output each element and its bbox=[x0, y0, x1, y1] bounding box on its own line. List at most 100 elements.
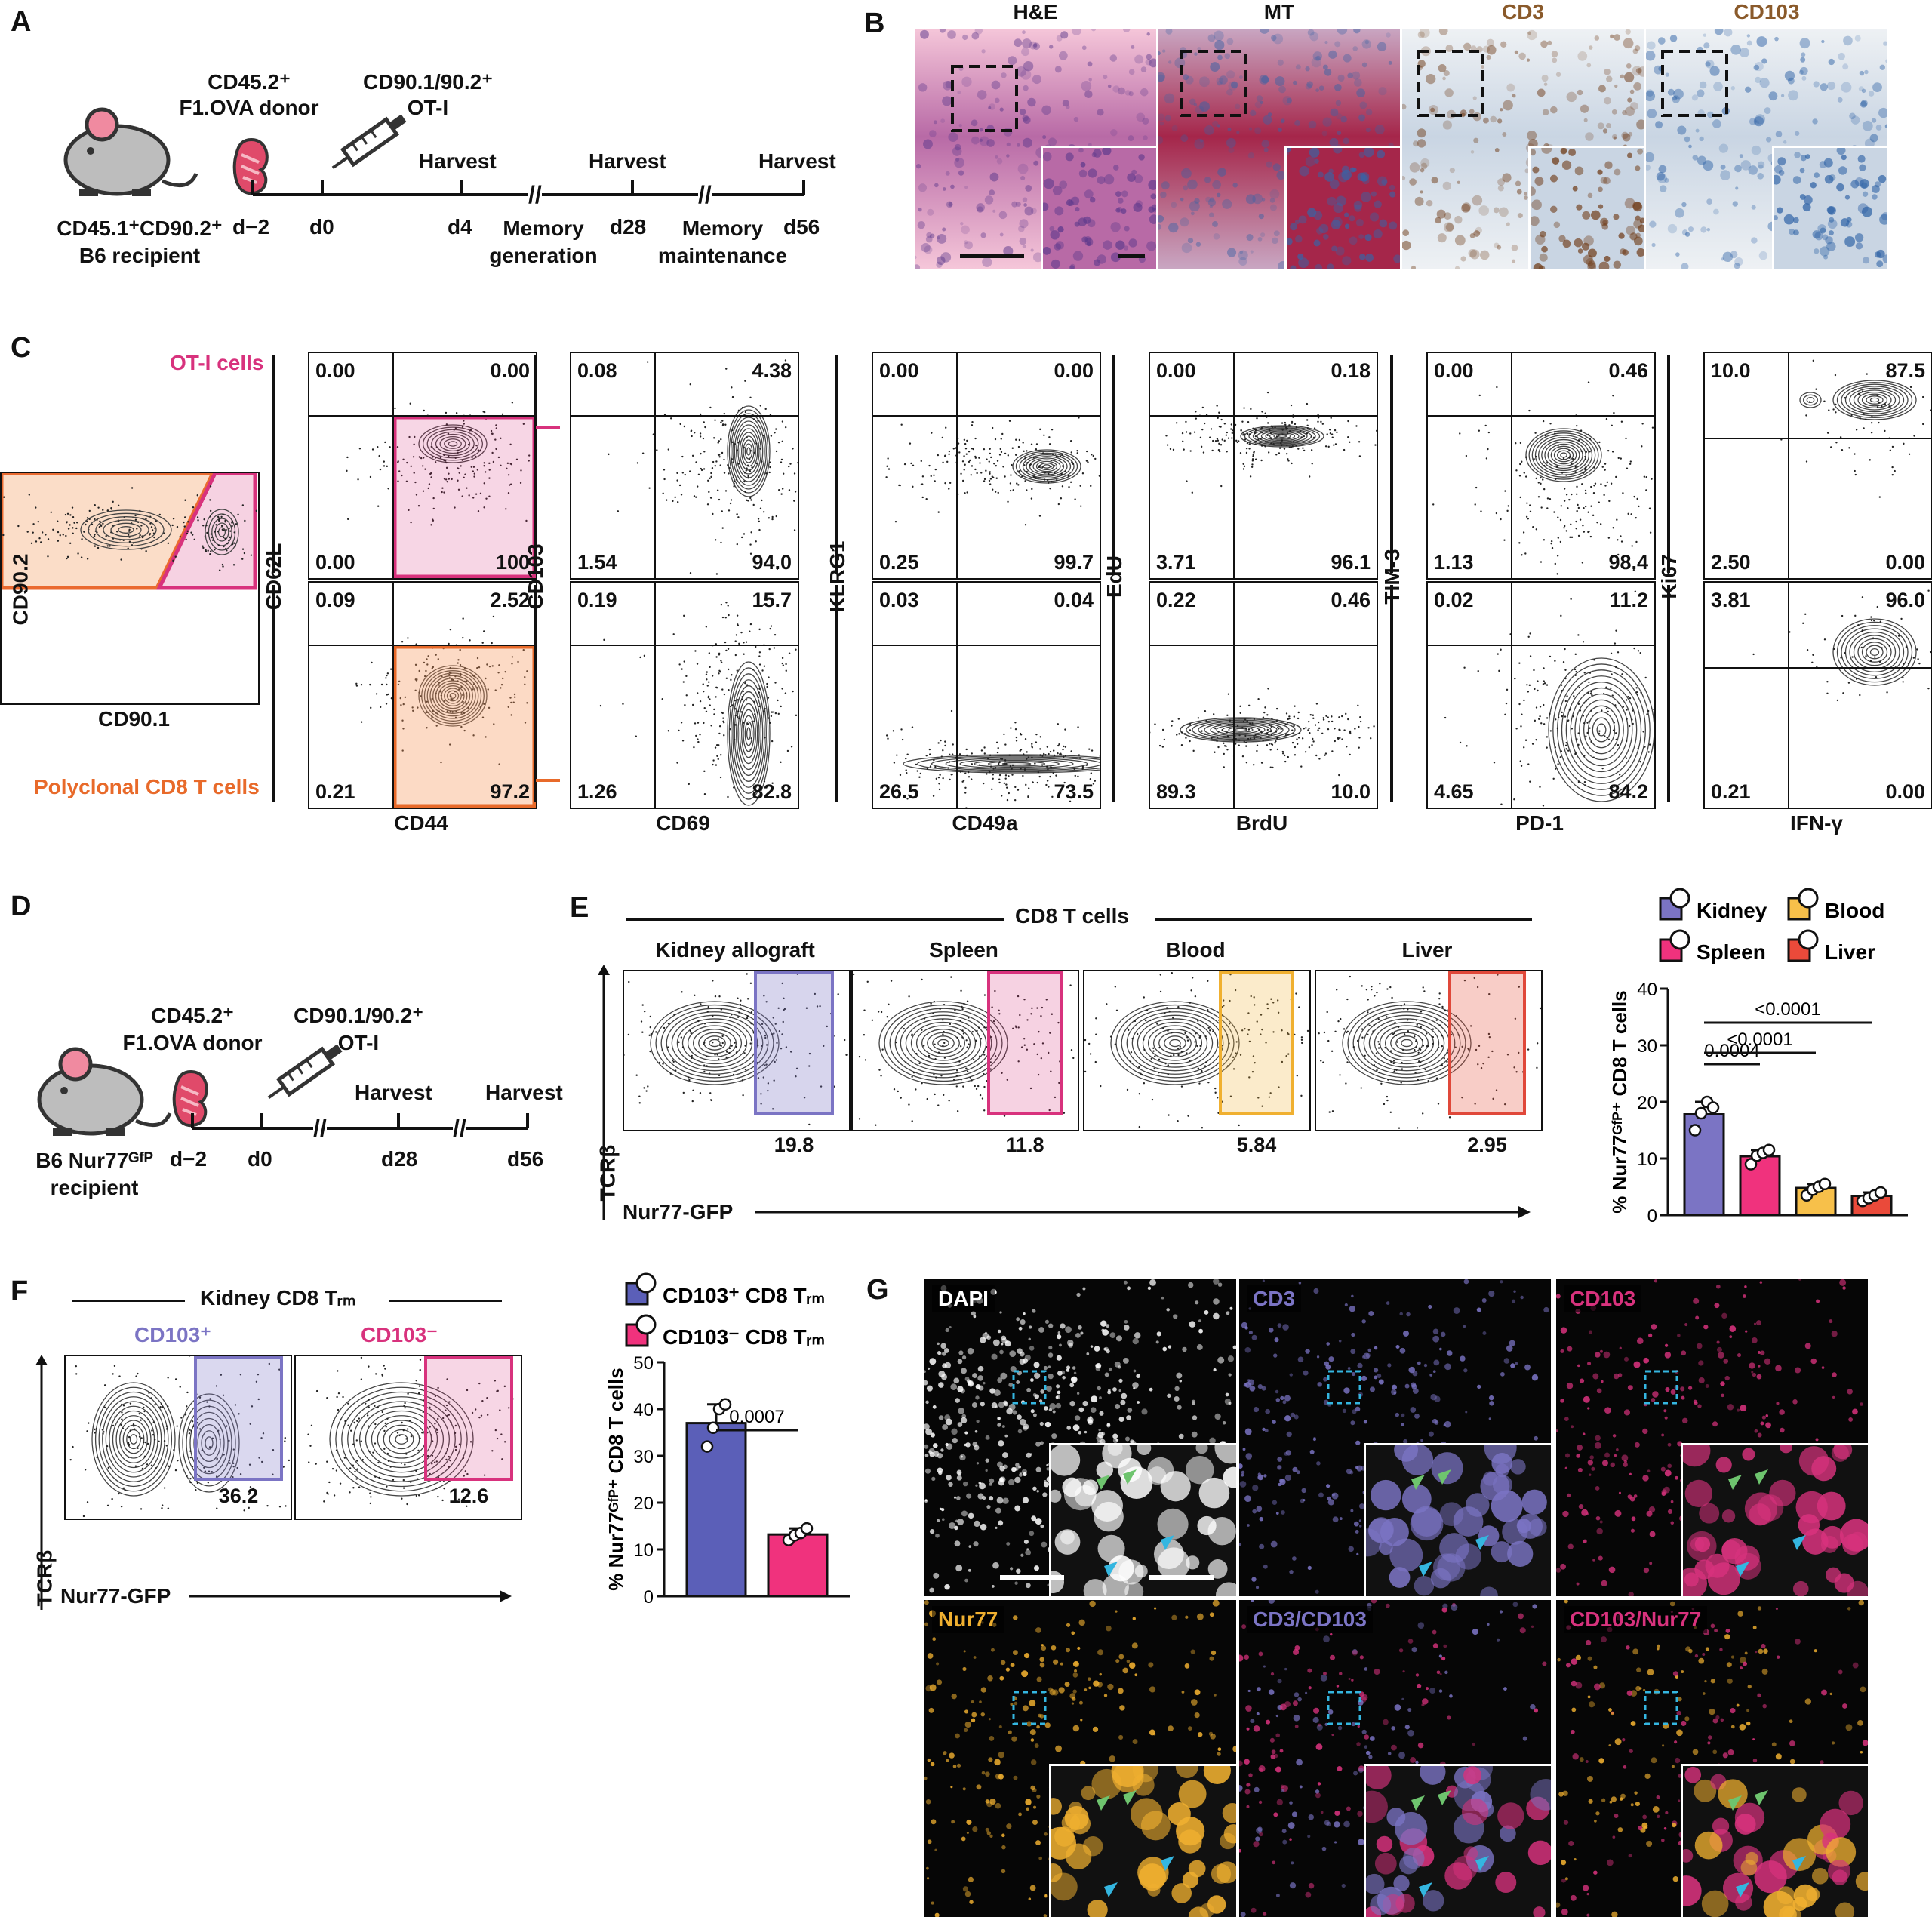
event-dot bbox=[1152, 1048, 1154, 1049]
event-dot bbox=[1878, 402, 1880, 403]
cell-blob bbox=[1634, 236, 1643, 245]
cell-blob bbox=[1088, 78, 1091, 81]
y-axis-bar bbox=[835, 585, 838, 802]
event-dot bbox=[1032, 457, 1034, 458]
event-dot bbox=[1525, 456, 1527, 457]
cell-blob bbox=[1158, 51, 1161, 55]
event-dot bbox=[1031, 757, 1032, 758]
event-dot bbox=[1518, 542, 1520, 543]
event-dot bbox=[718, 454, 720, 455]
event-dot bbox=[1441, 1064, 1443, 1066]
cell-blob bbox=[1460, 256, 1466, 261]
event-dot bbox=[202, 525, 204, 526]
event-dot bbox=[1007, 501, 1008, 503]
cell-blob bbox=[1612, 109, 1617, 115]
event-dot bbox=[1181, 744, 1183, 746]
event-dot bbox=[728, 605, 729, 606]
event-dot bbox=[1311, 449, 1312, 451]
cell-blob bbox=[1371, 191, 1377, 196]
cell-blob bbox=[1870, 134, 1878, 142]
event-dot bbox=[737, 669, 738, 671]
event-dot bbox=[1322, 1061, 1324, 1063]
cell-blob bbox=[1204, 177, 1211, 183]
event-dot bbox=[1523, 746, 1524, 748]
event-dot bbox=[1543, 420, 1544, 422]
event-dot bbox=[1035, 741, 1037, 743]
cell-blob bbox=[1118, 88, 1125, 95]
event-dot bbox=[1341, 715, 1343, 717]
cell-blob bbox=[1110, 54, 1117, 61]
event-dot bbox=[757, 712, 758, 713]
tissue-name: Blood bbox=[1083, 938, 1308, 962]
event-dot bbox=[1292, 445, 1294, 447]
event-dot bbox=[1068, 486, 1069, 488]
cell-blob bbox=[995, 98, 1000, 103]
event-dot bbox=[1303, 728, 1305, 729]
event-dot bbox=[1584, 784, 1586, 786]
event-dot bbox=[960, 473, 961, 475]
event-dot bbox=[1254, 451, 1255, 452]
event-dot bbox=[712, 980, 713, 981]
event-dot bbox=[1170, 1055, 1171, 1057]
event-dot bbox=[512, 402, 513, 403]
cell-blob bbox=[1647, 109, 1657, 118]
event-dot bbox=[928, 465, 930, 466]
event-dot bbox=[1570, 524, 1571, 525]
event-dot bbox=[737, 516, 739, 518]
event-dot bbox=[976, 472, 977, 474]
event-dot bbox=[789, 652, 790, 654]
event-dot bbox=[1339, 729, 1340, 731]
event-dot bbox=[72, 506, 73, 508]
flow-x-label: CD44 bbox=[308, 811, 534, 835]
f-gate-label-neg: CD103⁻ bbox=[361, 1322, 438, 1347]
event-dot bbox=[743, 691, 744, 692]
event-dot bbox=[948, 1100, 949, 1101]
event-dot bbox=[218, 521, 220, 522]
cell-blob bbox=[1606, 123, 1611, 128]
event-dot bbox=[943, 1094, 944, 1096]
cell-blob bbox=[1700, 226, 1706, 232]
cell-blob bbox=[1191, 211, 1195, 215]
cell-blob bbox=[1483, 118, 1489, 124]
event-dot bbox=[641, 1032, 643, 1033]
event-dot bbox=[1608, 500, 1610, 502]
event-dot bbox=[965, 1067, 967, 1069]
event-dot bbox=[966, 749, 968, 750]
cell-blob bbox=[1793, 217, 1799, 223]
event-dot bbox=[1217, 417, 1218, 419]
event-dot bbox=[1020, 768, 1021, 769]
event-dot bbox=[1224, 440, 1226, 442]
event-dot bbox=[1238, 744, 1240, 746]
event-dot bbox=[1060, 497, 1062, 499]
event-dot bbox=[1535, 739, 1537, 740]
event-dot bbox=[1554, 432, 1555, 434]
cell-blob bbox=[1389, 61, 1392, 65]
cell-blob bbox=[1646, 165, 1651, 171]
event-dot bbox=[1589, 721, 1590, 722]
cell-blob bbox=[1093, 149, 1101, 157]
event-dot bbox=[951, 774, 952, 775]
event-dot bbox=[989, 483, 991, 485]
event-dot bbox=[1065, 471, 1066, 472]
quadrant-value: 87.5 bbox=[1885, 359, 1925, 383]
cell-blob bbox=[1330, 179, 1340, 189]
cell-blob bbox=[946, 202, 953, 208]
event-dot bbox=[1488, 432, 1490, 433]
event-dot bbox=[1620, 535, 1621, 537]
flow-x-label: CD69 bbox=[570, 811, 796, 835]
event-dot bbox=[1585, 467, 1586, 469]
contour-line bbox=[1592, 718, 1610, 742]
event-dot bbox=[1308, 728, 1309, 729]
cell-blob bbox=[1747, 41, 1752, 46]
event-dot bbox=[1020, 733, 1021, 734]
cell-blob bbox=[1706, 198, 1712, 205]
event-dot bbox=[1626, 718, 1627, 720]
event-dot bbox=[1025, 524, 1026, 525]
cell-blob bbox=[1146, 54, 1152, 60]
event-dot bbox=[706, 1065, 707, 1066]
event-dot bbox=[921, 1029, 922, 1030]
event-dot bbox=[1069, 984, 1071, 986]
event-dot bbox=[1500, 518, 1501, 520]
event-dot bbox=[1154, 1055, 1155, 1057]
event-dot bbox=[752, 504, 754, 506]
